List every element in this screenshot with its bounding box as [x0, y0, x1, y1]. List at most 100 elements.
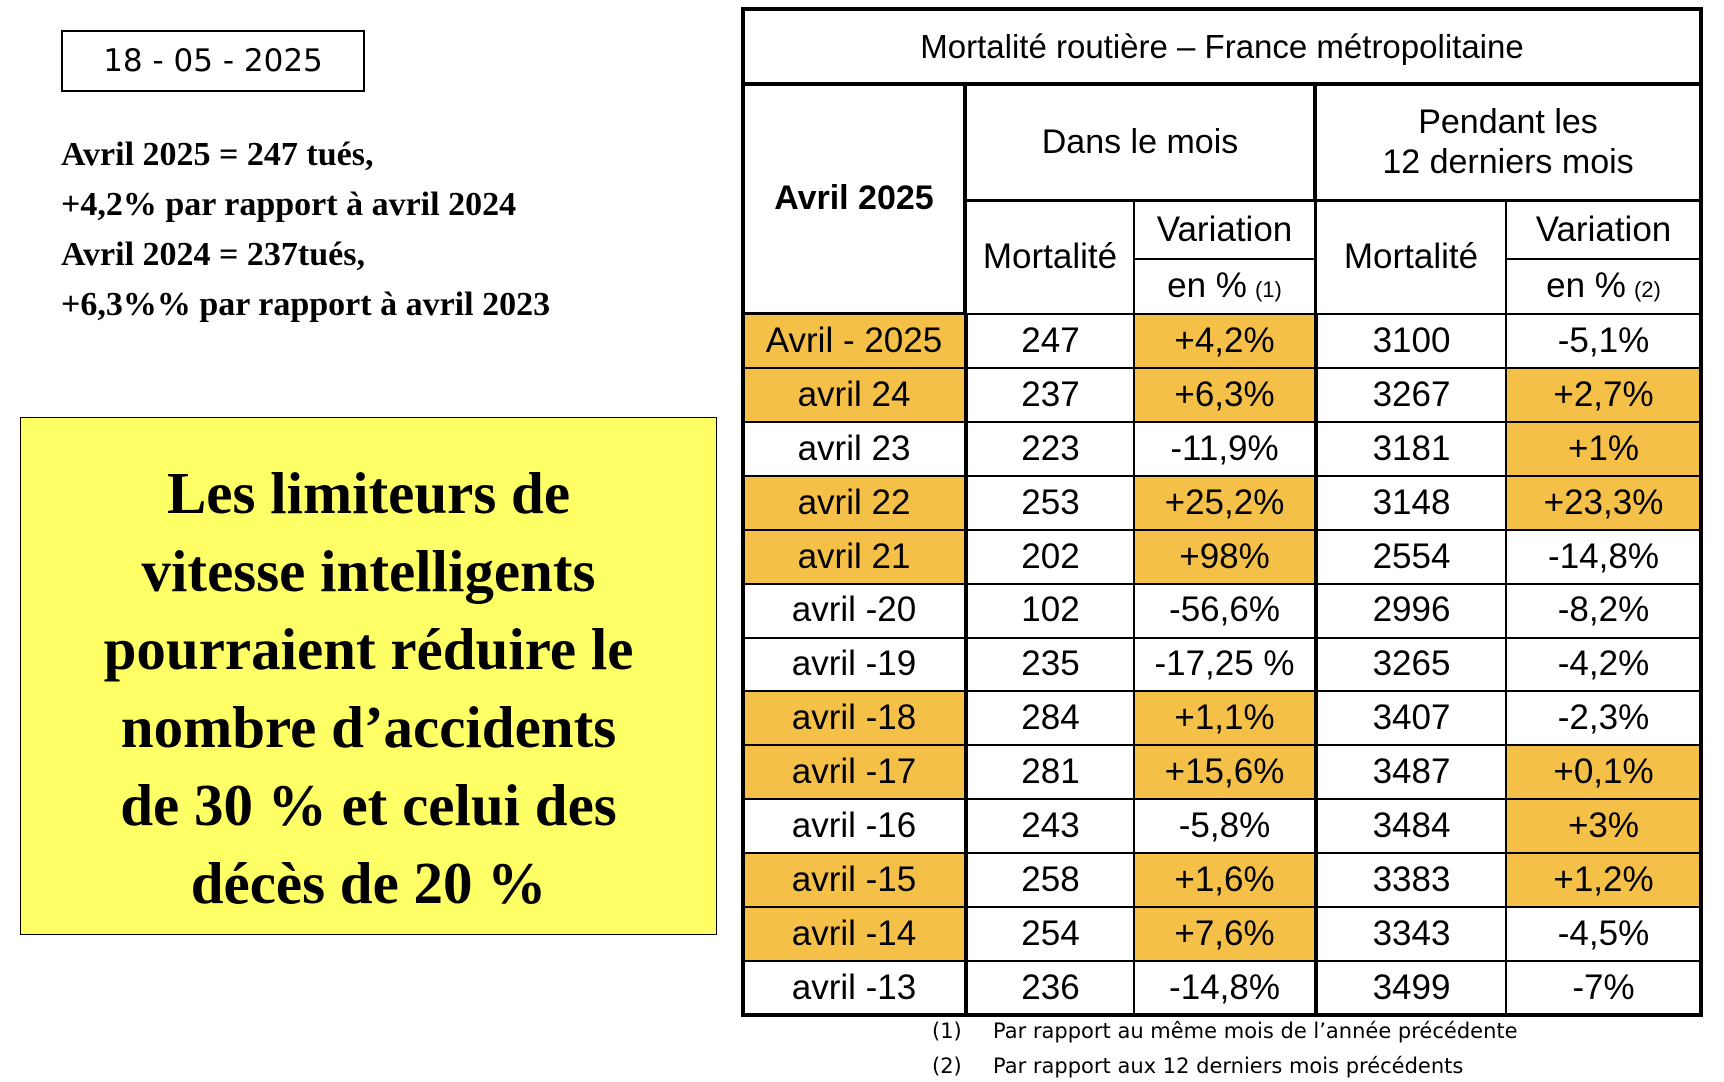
- date-box: 18 - 05 - 2025: [61, 30, 365, 92]
- unit: en %: [1546, 266, 1626, 305]
- data-cell: +1,2%: [1506, 853, 1701, 908]
- row-label: avril -16: [743, 799, 965, 854]
- data-cell: 3265: [1315, 637, 1506, 692]
- data-cell: 235: [965, 637, 1134, 692]
- data-cell: 3267: [1315, 367, 1506, 422]
- data-cell: -14,8%: [1506, 529, 1701, 584]
- row-label: avril -17: [743, 745, 965, 800]
- data-cell: +1,6%: [1134, 853, 1315, 908]
- data-cell: -14,8%: [1134, 961, 1315, 1015]
- data-cell: +98%: [1134, 529, 1315, 584]
- data-cell: -7%: [1506, 961, 1701, 1015]
- mortality-header: Mortalité: [1315, 201, 1506, 314]
- data-cell: 258: [965, 853, 1134, 908]
- callout-line: décès de 20 %: [190, 850, 547, 916]
- data-cell: +1%: [1506, 421, 1701, 476]
- group-header: Dans le mois: [965, 84, 1315, 201]
- footnote-text: Par rapport au même mois de l’année préc…: [993, 1019, 1518, 1043]
- group-title-line: Dans le mois: [1041, 122, 1239, 161]
- data-cell: 281: [965, 745, 1134, 800]
- data-cell: +23,3%: [1506, 475, 1701, 530]
- data-cell: -4,2%: [1506, 637, 1701, 692]
- unit: en %: [1167, 266, 1247, 305]
- summary-line: Avril 2025 = 247 tués,: [61, 136, 374, 173]
- data-cell: +6,3%: [1134, 367, 1315, 422]
- data-cell: -5,1%: [1506, 314, 1701, 368]
- data-cell: 3499: [1315, 961, 1506, 1015]
- data-cell: 237: [965, 367, 1134, 422]
- callout-line: Les limiteurs de: [166, 460, 571, 526]
- data-cell: +15,6%: [1134, 745, 1315, 800]
- row-label: avril -18: [743, 691, 965, 746]
- footnote-marker: (1): [932, 1019, 962, 1043]
- data-cell: -17,25 %: [1134, 637, 1315, 692]
- data-cell: 3100: [1315, 314, 1506, 368]
- data-cell: 243: [965, 799, 1134, 854]
- summary-line: +4,2% par rapport à avril 2024: [61, 186, 517, 223]
- note-marker: (2): [1633, 277, 1661, 302]
- row-label: avril -14: [743, 907, 965, 962]
- table-title: Mortalité routière – France métropolitai…: [743, 9, 1701, 84]
- data-cell: -2,3%: [1506, 691, 1701, 746]
- variation-header: Variation: [1134, 201, 1315, 259]
- data-cell: -4,5%: [1506, 907, 1701, 962]
- row-label: avril 22: [743, 475, 965, 530]
- data-cell: 236: [965, 961, 1134, 1015]
- footnote-marker: (2): [932, 1054, 962, 1078]
- unit-header: en % (1): [1134, 259, 1315, 314]
- data-cell: -11,9%: [1134, 421, 1315, 476]
- callout: Les limiteurs de vitesse intelligents pour…: [20, 417, 717, 935]
- row-label: avril 24: [743, 367, 965, 422]
- data-cell: 3487: [1315, 745, 1506, 800]
- callout-line: nombre d’accidents: [120, 694, 617, 760]
- data-cell: -5,8%: [1134, 799, 1315, 854]
- data-cell: 223: [965, 421, 1134, 476]
- data-cell: 3407: [1315, 691, 1506, 746]
- data-cell: +1,1%: [1134, 691, 1315, 746]
- data-cell: 3343: [1315, 907, 1506, 962]
- row-label: avril -15: [743, 853, 965, 908]
- group-title-line: Pendant les: [1418, 103, 1598, 142]
- variation-header: Variation: [1506, 201, 1701, 259]
- row-label: avril -13: [743, 961, 965, 1015]
- footnote-text: Par rapport aux 12 derniers mois précéde…: [993, 1054, 1464, 1078]
- row-label: avril 21: [743, 529, 965, 584]
- data-cell: 247: [965, 314, 1134, 368]
- unit-header: en % (2): [1506, 259, 1701, 314]
- callout-line: de 30 % et celui des: [120, 772, 617, 838]
- data-cell: 254: [965, 907, 1134, 962]
- summary: Avril 2025 = 247 tués, +4,2% par rapport …: [61, 130, 550, 330]
- data-cell: 202: [965, 529, 1134, 584]
- callout-line: vitesse intelligents: [141, 538, 596, 604]
- data-cell: 2996: [1315, 583, 1506, 638]
- row-label: avril -20: [743, 583, 965, 638]
- group-title-line: 12 derniers mois: [1382, 142, 1634, 181]
- data-cell: 3181: [1315, 421, 1506, 476]
- data-cell: +2,7%: [1506, 367, 1701, 422]
- data-cell: -8,2%: [1506, 583, 1701, 638]
- data-cell: +3%: [1506, 799, 1701, 854]
- data-cell: 3484: [1315, 799, 1506, 854]
- summary-line: +6,3%% par rapport à avril 2023: [61, 286, 551, 323]
- mortality-header: Mortalité: [965, 201, 1134, 314]
- callout-line: pourraient réduire le: [103, 616, 634, 682]
- data-cell: 284: [965, 691, 1134, 746]
- note-marker: (1): [1254, 277, 1282, 302]
- data-cell: 102: [965, 583, 1134, 638]
- data-cell: +4,2%: [1134, 314, 1315, 368]
- data-cell: +7,6%: [1134, 907, 1315, 962]
- row-label: avril 23: [743, 421, 965, 476]
- summary-line: Avril 2024 = 237tués,: [61, 236, 365, 273]
- data-cell: 2554: [1315, 529, 1506, 584]
- group-header: Pendant les 12 derniers mois: [1315, 84, 1701, 201]
- data-cell: 253: [965, 475, 1134, 530]
- data-cell: 3148: [1315, 475, 1506, 530]
- period-header: Avril 2025: [743, 84, 965, 314]
- row-label: avril -19: [743, 637, 965, 692]
- data-cell: -56,6%: [1134, 583, 1315, 638]
- table: Mortalité routière – France métropolitai…: [743, 9, 1701, 1015]
- data-cell: 3383: [1315, 853, 1506, 908]
- data-cell: +25,2%: [1134, 475, 1315, 530]
- data-cell: +0,1%: [1506, 745, 1701, 800]
